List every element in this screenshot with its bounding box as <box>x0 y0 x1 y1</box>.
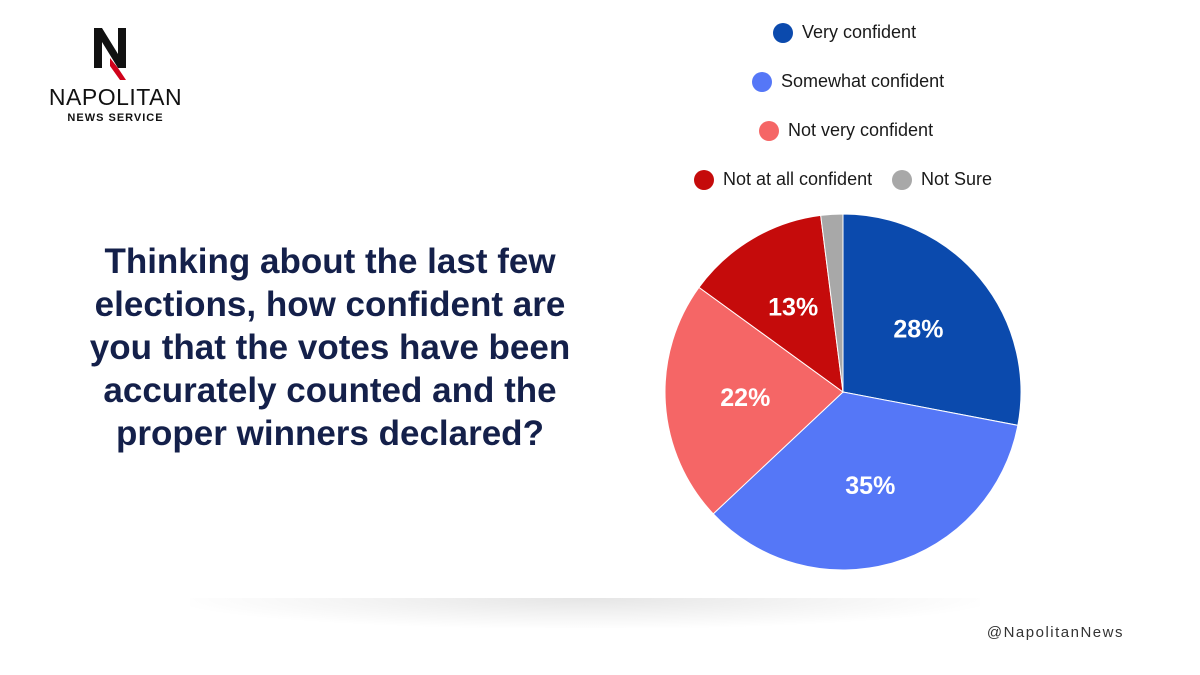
legend-item-somewhat-confident: Somewhat confident <box>752 71 944 92</box>
slice-very-confident <box>842 213 1022 426</box>
logo-n-icon <box>94 28 126 80</box>
legend-label: Not at all confident <box>723 169 873 189</box>
logo-accent-mark <box>110 58 126 80</box>
slice-value-label: 22% <box>720 384 770 412</box>
legend-item-not-sure: Not Sure <box>892 169 992 190</box>
logo-name: NAPOLITAN <box>48 84 183 110</box>
brand-logo: NAPOLITAN NEWS SERVICE <box>38 28 193 128</box>
pie-chart: 28% 35% 22% 13% <box>664 213 1022 571</box>
legend-swatch <box>694 169 714 190</box>
slice-value-label: 35% <box>845 472 895 500</box>
legend-label: Very confident <box>802 22 917 42</box>
legend-swatch <box>752 71 772 92</box>
question-text: Thinking about the last few elections, h… <box>89 242 571 453</box>
legend-item-not-very-confident: Not very confident <box>759 120 933 141</box>
legend-swatch <box>892 169 912 190</box>
legend-label: Not Sure <box>921 169 993 189</box>
legend-item-very-confident: Very confident <box>773 22 916 43</box>
legend-swatch <box>773 22 793 43</box>
legend-swatch <box>759 120 779 141</box>
legend-label: Somewhat confident <box>781 71 945 91</box>
legend-item-not-at-all-confident: Not at all confident <box>694 169 872 190</box>
social-handle: @NapolitanNews <box>986 624 1124 641</box>
logo-subtitle: NEWS SERVICE <box>67 112 164 124</box>
slice-somewhat-confident <box>712 391 1019 571</box>
slice-value-label: 13% <box>768 294 818 322</box>
slice-not-very-confident <box>664 286 844 515</box>
slice-not-sure <box>820 213 844 393</box>
legend-label: Not very confident <box>788 120 934 140</box>
logo-n-mark <box>94 28 126 68</box>
slice-value-label: 28% <box>893 316 943 344</box>
slice-not-at-all-confident <box>698 214 844 394</box>
card-shadow <box>190 598 980 628</box>
